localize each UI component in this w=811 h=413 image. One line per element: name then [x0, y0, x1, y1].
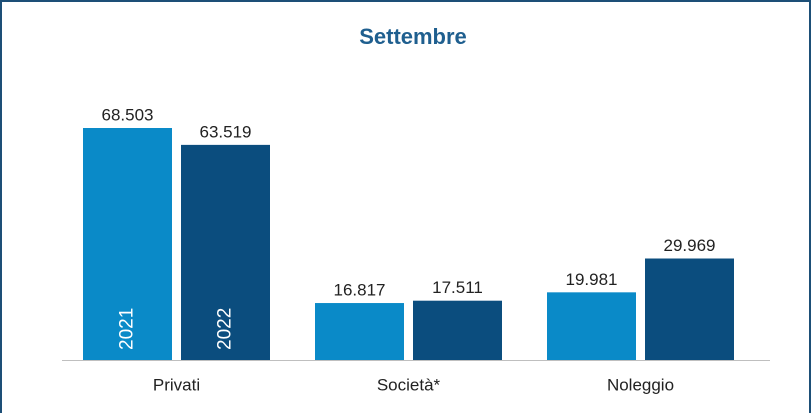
data-label: 63.519	[200, 122, 252, 141]
chart-title: Settembre	[359, 24, 467, 49]
x-tick-label: Noleggio	[607, 375, 674, 394]
bar	[645, 258, 734, 360]
bar	[181, 144, 270, 360]
bar	[413, 300, 502, 360]
data-label: 17.511	[432, 278, 483, 297]
bar	[83, 128, 172, 360]
data-label: 29.969	[664, 236, 716, 255]
x-tick-label: Privati	[153, 375, 200, 394]
data-label: 68.503	[102, 105, 154, 124]
bar	[315, 303, 404, 360]
series-label: 2021	[117, 308, 138, 350]
series-label: 2022	[215, 308, 236, 350]
bar	[547, 292, 636, 360]
data-label: 16.817	[334, 281, 386, 300]
data-label: 19.981	[566, 270, 618, 289]
x-tick-label: Società*	[377, 375, 441, 394]
